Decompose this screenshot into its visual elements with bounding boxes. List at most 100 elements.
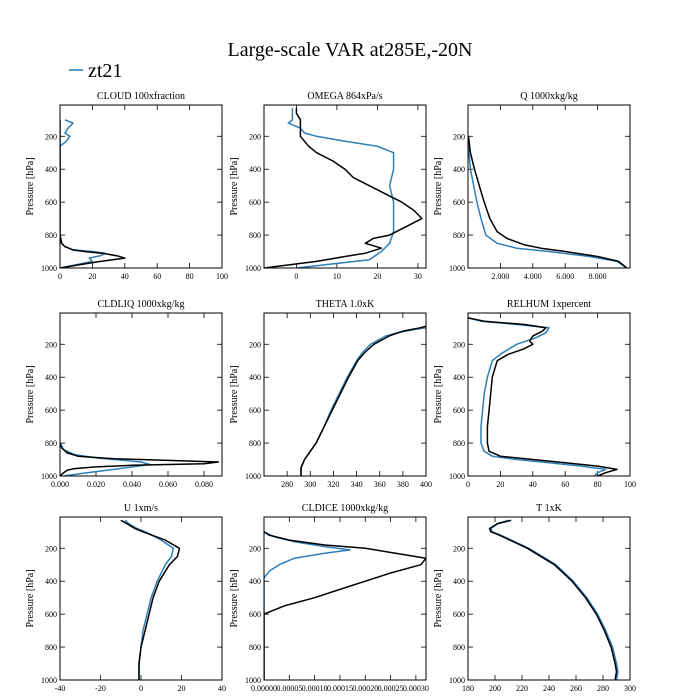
x-tick-label: 20 bbox=[178, 684, 186, 693]
y-tick-label: 1000 bbox=[449, 264, 465, 273]
y-axis-label: Pressure [hPa] bbox=[25, 365, 36, 423]
figure-title: Large-scale VAR at285E,-20N bbox=[228, 39, 473, 61]
legend-label: zt21 bbox=[88, 60, 122, 82]
y-tick-label: 200 bbox=[45, 340, 57, 349]
x-tick-label: 40 bbox=[121, 272, 129, 281]
x-tick-label: 340 bbox=[351, 480, 363, 489]
x-tick-label: 20 bbox=[496, 480, 504, 489]
y-axis-label: Pressure [hPa] bbox=[229, 569, 240, 627]
y-tick-label: 800 bbox=[453, 231, 465, 240]
y-axis-label: Pressure [hPa] bbox=[229, 365, 240, 423]
y-tick-label: 1000 bbox=[41, 676, 57, 685]
y-tick-label: 200 bbox=[45, 132, 57, 141]
panel-title: OMEGA 864xPa/s bbox=[307, 91, 382, 102]
x-tick-label: 200 bbox=[489, 684, 501, 693]
series-zt21-line bbox=[300, 327, 426, 476]
y-axis-label: Pressure [hPa] bbox=[25, 157, 36, 215]
y-tick-label: 400 bbox=[453, 165, 465, 174]
series-zt21-line bbox=[60, 442, 151, 476]
series-ref-line bbox=[264, 531, 426, 680]
y-tick-label: 800 bbox=[249, 643, 261, 652]
series-ref-line bbox=[264, 108, 423, 268]
y-tick-label: 600 bbox=[453, 610, 465, 619]
y-axis-label: Pressure [hPa] bbox=[25, 569, 36, 627]
x-tick-label: 0.00020 bbox=[352, 684, 378, 693]
panel-3: CLDLIQ 1000xkg/kg Pressure [hPa] 200 400 600… bbox=[25, 299, 223, 489]
x-tick-label: 0.040 bbox=[123, 480, 141, 489]
x-tick-label: 260 bbox=[570, 684, 582, 693]
y-tick-label: 600 bbox=[249, 406, 261, 415]
x-tick-label: 0.080 bbox=[195, 480, 213, 489]
series-zt21-line bbox=[490, 519, 619, 680]
x-tick-label: 0.00030 bbox=[403, 684, 429, 693]
y-tick-label: 600 bbox=[45, 610, 57, 619]
x-tick-label: 2.000 bbox=[491, 272, 509, 281]
y-tick-label: 800 bbox=[45, 439, 57, 448]
y-tick-label: 200 bbox=[249, 544, 261, 553]
panel-title: CLOUD 100xfraction bbox=[97, 91, 185, 102]
x-tick-label: 0.00005 bbox=[276, 684, 302, 693]
y-tick-label: 800 bbox=[45, 643, 57, 652]
panel-title: CLDICE 1000xkg/kg bbox=[302, 503, 388, 514]
series-ref-line bbox=[60, 442, 220, 476]
series-ref-line bbox=[300, 325, 426, 476]
series-zt21-line bbox=[468, 317, 607, 476]
x-tick-label: 320 bbox=[327, 480, 339, 489]
y-axis-label: Pressure [hPa] bbox=[433, 365, 444, 423]
y-tick-label: 200 bbox=[453, 132, 465, 141]
plot-frame bbox=[467, 312, 631, 477]
y-tick-label: 600 bbox=[453, 406, 465, 415]
plot-frame bbox=[263, 104, 427, 269]
x-tick-label: 100 bbox=[624, 480, 636, 489]
y-tick-label: 600 bbox=[45, 406, 57, 415]
x-tick-label: 100 bbox=[216, 272, 228, 281]
panel-2: Q 1000xkg/kg Pressure [hPa] 200 400 600 800 10… bbox=[433, 91, 631, 281]
panel-title: U 1xm/s bbox=[124, 503, 158, 514]
x-tick-label: 0 bbox=[139, 684, 143, 693]
x-tick-label: 40 bbox=[218, 684, 226, 693]
panel-0: CLOUD 100xfraction Pressure [hPa] 200 40 0 60… bbox=[25, 91, 228, 281]
x-tick-label: 6.000 bbox=[556, 272, 574, 281]
y-tick-label: 1000 bbox=[41, 264, 57, 273]
x-tick-label: 8.000 bbox=[589, 272, 607, 281]
x-tick-label: 60 bbox=[153, 272, 161, 281]
series-zt21-line bbox=[60, 119, 107, 268]
x-tick-label: 300 bbox=[624, 684, 636, 693]
y-tick-label: 1000 bbox=[245, 264, 261, 273]
y-tick-label: 400 bbox=[45, 373, 57, 382]
x-tick-label: 40 bbox=[529, 480, 537, 489]
x-tick-label: 280 bbox=[281, 480, 293, 489]
y-tick-label: 400 bbox=[249, 373, 261, 382]
plot-frame bbox=[59, 516, 223, 681]
panel-title: RELHUM 1xpercent bbox=[507, 299, 591, 310]
x-tick-label: 380 bbox=[397, 480, 409, 489]
y-tick-label: 400 bbox=[453, 577, 465, 586]
plot-frame bbox=[467, 104, 631, 269]
x-tick-label: 0 bbox=[294, 272, 298, 281]
series-zt21-line bbox=[264, 531, 351, 680]
y-tick-label: 400 bbox=[45, 577, 57, 586]
y-tick-label: 1000 bbox=[245, 472, 261, 481]
y-tick-label: 1000 bbox=[245, 676, 261, 685]
plot-frame bbox=[59, 104, 223, 269]
series-ref-line bbox=[468, 136, 628, 268]
x-tick-label: 0 bbox=[58, 272, 62, 281]
x-tick-label: 180 bbox=[462, 684, 474, 693]
y-tick-label: 1000 bbox=[41, 472, 57, 481]
x-tick-label: 300 bbox=[304, 480, 316, 489]
y-tick-label: 200 bbox=[45, 544, 57, 553]
x-tick-label: 0.00025 bbox=[378, 684, 404, 693]
x-tick-label: 0.000 bbox=[51, 480, 69, 489]
y-tick-label: 200 bbox=[453, 340, 465, 349]
series-ref-line bbox=[468, 317, 618, 476]
panel-4: THETA 1.0xK Pressure [hPa] 200 400 600 800 100… bbox=[229, 299, 432, 489]
x-tick-label: 20 bbox=[88, 272, 96, 281]
legend: zt21 bbox=[69, 60, 122, 82]
plot-frame bbox=[467, 516, 631, 681]
panel-title: CLDLIQ 1000xkg/kg bbox=[98, 299, 185, 310]
panel-title: Q 1000xkg/kg bbox=[520, 91, 578, 102]
